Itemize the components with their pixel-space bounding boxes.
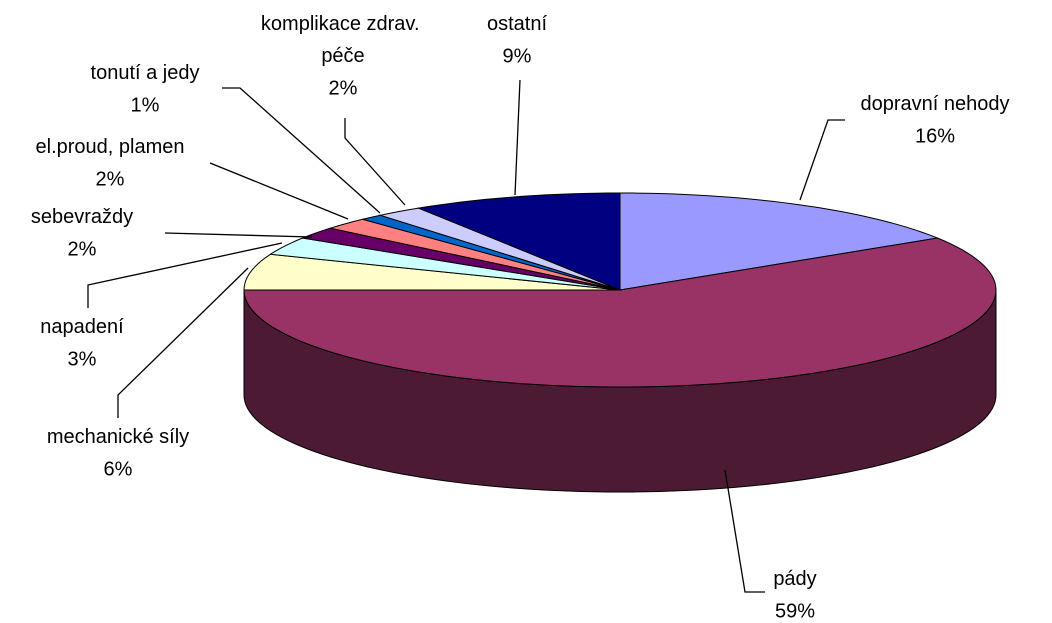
- leader-line: [344, 118, 406, 206]
- pie-slice: [416, 192, 621, 291]
- category-label: el.proud, plamen: [36, 136, 185, 158]
- value-label: 6%: [104, 458, 133, 480]
- leader-line: [87, 242, 283, 308]
- category-label: ostatní: [487, 13, 547, 35]
- category-label: dopravní nehody: [860, 93, 1009, 115]
- category-label: tonutí a jedy: [91, 62, 200, 84]
- value-label: 59%: [775, 600, 815, 622]
- leader-line: [514, 79, 521, 196]
- leader-line: [222, 87, 381, 214]
- value-label: 2%: [96, 168, 125, 190]
- pie-slice: [268, 237, 621, 291]
- category-label: napadení: [40, 316, 124, 338]
- pie-slice: [243, 237, 997, 388]
- category-label: komplikace zdrav. péče: [261, 13, 425, 67]
- leader-line: [724, 469, 765, 593]
- category-label: pády: [773, 568, 816, 590]
- value-label: 2%: [68, 238, 97, 260]
- pie-slice: [619, 192, 940, 291]
- pie-slice: [243, 253, 621, 291]
- category-label: mechanické síly: [47, 426, 189, 448]
- value-label: 9%: [503, 45, 532, 67]
- value-label: 3%: [68, 348, 97, 370]
- leader-line: [799, 119, 845, 201]
- leader-line: [209, 162, 349, 220]
- value-label: 2%: [329, 77, 358, 99]
- value-label: 16%: [915, 125, 955, 147]
- category-label: sebevraždy: [31, 206, 133, 228]
- leader-line: [164, 232, 313, 238]
- leader-line: [117, 267, 249, 418]
- value-label: 1%: [131, 94, 160, 116]
